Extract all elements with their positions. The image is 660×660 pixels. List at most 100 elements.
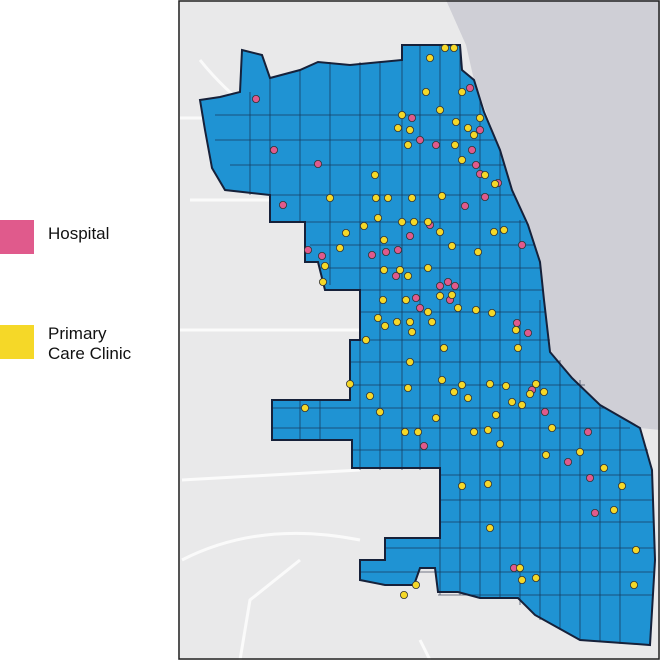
- clinic-marker: [437, 375, 446, 384]
- clinic-marker: [542, 450, 551, 459]
- clinic-marker: [437, 191, 446, 200]
- hospital-marker: [317, 251, 326, 260]
- clinic-marker: [320, 261, 329, 270]
- clinic-marker: [485, 379, 494, 388]
- hospital-marker: [513, 318, 522, 327]
- clinic-marker: [383, 193, 392, 202]
- clinic-marker: [435, 291, 444, 300]
- city-map: [178, 0, 660, 660]
- clinic-marker: [392, 317, 401, 326]
- hospital-marker: [367, 250, 376, 259]
- clinic-marker: [526, 389, 535, 398]
- clinic-marker: [540, 387, 549, 396]
- hospital-marker: [541, 407, 550, 416]
- clinic-marker: [435, 227, 444, 236]
- clinic-marker: [450, 140, 459, 149]
- clinic-marker: [421, 88, 430, 97]
- clinic-marker: [447, 241, 456, 250]
- clinic-marker: [548, 423, 557, 432]
- clinic-marker: [423, 307, 432, 316]
- clinic-marker: [325, 193, 334, 202]
- facility-markers: [251, 44, 641, 600]
- clinic-marker: [413, 427, 422, 436]
- clinic-marker: [341, 228, 350, 237]
- clinic-marker: [407, 193, 416, 202]
- clinic-marker: [407, 327, 416, 336]
- hospital-marker: [584, 427, 593, 436]
- legend-label-hospital: Hospital: [48, 224, 110, 243]
- clinic-marker: [401, 295, 410, 304]
- clinic-marker: [411, 581, 420, 590]
- hospital-marker: [591, 508, 600, 517]
- clinic-marker: [499, 225, 508, 234]
- clinic-marker: [379, 265, 388, 274]
- clinic-marker: [632, 546, 641, 555]
- clinic-marker: [457, 155, 466, 164]
- clinic-marker: [397, 217, 406, 226]
- clinic-marker: [483, 425, 492, 434]
- clinic-marker: [373, 213, 382, 222]
- clinic-marker: [365, 391, 374, 400]
- hospital-marker: [391, 271, 400, 280]
- clinic-marker: [300, 403, 309, 412]
- clinic-marker: [512, 325, 521, 334]
- clinic-marker: [453, 303, 462, 312]
- clinic-marker: [600, 463, 609, 472]
- clinic-marker: [610, 505, 619, 514]
- clinic-marker: [423, 217, 432, 226]
- clinic-marker: [618, 481, 627, 490]
- clinic-marker: [480, 170, 489, 179]
- clinic-marker: [431, 413, 440, 422]
- clinic-marker: [423, 263, 432, 272]
- clinic-marker: [501, 381, 510, 390]
- clinic-marker: [487, 308, 496, 317]
- hospital-marker: [518, 240, 527, 249]
- clinic-marker: [379, 235, 388, 244]
- clinic-marker: [451, 118, 460, 127]
- clinic-marker: [485, 524, 494, 533]
- clinic-marker: [373, 313, 382, 322]
- clinic-marker: [507, 397, 516, 406]
- hospital-marker: [475, 126, 484, 135]
- hospital-marker: [411, 293, 420, 302]
- clinic-marker: [403, 383, 412, 392]
- clinic-marker: [457, 88, 466, 97]
- hospital-marker: [564, 457, 573, 466]
- clinic-marker: [378, 295, 387, 304]
- hospital-marker: [460, 201, 469, 210]
- clinic-marker: [370, 170, 379, 179]
- hospital-marker: [450, 281, 459, 290]
- clinic-marker: [473, 247, 482, 256]
- clinic-marker: [463, 393, 472, 402]
- clinic-marker: [393, 124, 402, 133]
- clinic-marker: [318, 277, 327, 286]
- clinic-marker: [395, 265, 404, 274]
- clinic-marker: [449, 44, 458, 53]
- hospital-marker: [278, 200, 287, 209]
- clinic-marker: [409, 217, 418, 226]
- clinic-marker: [447, 290, 456, 299]
- legend-item-hospital: Hospital: [0, 220, 109, 254]
- clinic-marker: [490, 179, 499, 188]
- hospital-marker: [467, 145, 476, 154]
- clinic-marker: [491, 410, 500, 419]
- hospital-swatch: [0, 220, 34, 254]
- clinic-marker: [516, 564, 525, 573]
- clinic-marker: [425, 54, 434, 63]
- hospital-marker: [524, 328, 533, 337]
- clinic-marker: [630, 581, 639, 590]
- hospital-marker: [419, 441, 428, 450]
- clinic-marker: [518, 576, 527, 585]
- hospital-marker: [393, 245, 402, 254]
- hospital-marker: [586, 473, 595, 482]
- clinic-marker: [440, 44, 449, 53]
- clinic-marker: [532, 574, 541, 583]
- legend-item-clinic: Primary Care Clinic: [0, 324, 131, 364]
- clinic-marker: [435, 106, 444, 115]
- city-grid: [215, 45, 654, 644]
- clinic-marker: [405, 357, 414, 366]
- clinic-marker: [439, 343, 448, 352]
- hospital-marker: [313, 159, 322, 168]
- clinic-marker: [489, 227, 498, 236]
- clinic-swatch: [0, 325, 34, 359]
